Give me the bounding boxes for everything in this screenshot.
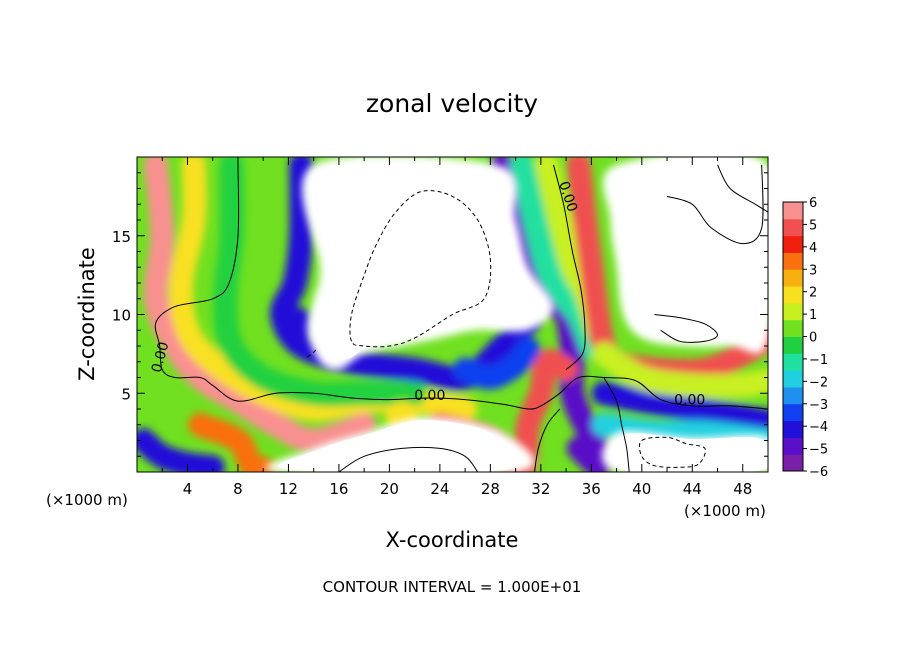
x-tick-label-36: 36 <box>582 480 601 498</box>
colorbar-swatch-6 <box>783 353 803 371</box>
chart-title: zonal velocity <box>366 89 538 118</box>
contour-dashed-2 <box>307 347 318 358</box>
x-tick-label-8: 8 <box>233 480 243 498</box>
x-tick-label-40: 40 <box>632 480 651 498</box>
x-tick-label-28: 28 <box>481 480 500 498</box>
x-tick-label-16: 16 <box>329 480 348 498</box>
contour-label-2: 0.00 <box>674 393 705 409</box>
colorbar-swatch-4 <box>783 386 803 405</box>
y-axis-ticks: 5 10 15 <box>112 172 768 457</box>
colorbar-label--2: −2 <box>809 375 828 390</box>
colorbar-swatch-9 <box>783 302 803 321</box>
x-axis-label: X-coordinate <box>386 528 519 552</box>
colorbar-swatch-13 <box>783 235 803 253</box>
contour-interval-footer: CONTOUR INTERVAL = 1.000E+01 <box>323 578 582 596</box>
field-band-core-14 <box>459 343 535 384</box>
contour-solid-5 <box>654 314 719 343</box>
colorbar: 6 5 4 3 2 1 0 −1 −2 −3 −4 −5 −6 <box>782 196 828 480</box>
colorbar-swatch-10 <box>783 286 803 304</box>
colorbar-label--4: −4 <box>809 420 828 435</box>
colorbar-label--5: −5 <box>809 443 828 458</box>
field-band-core-9 <box>597 387 768 428</box>
contour-solid-1 <box>553 164 586 370</box>
field-band-core-2 <box>219 158 421 401</box>
x-unit-label-secondary: (×1000 m) <box>684 502 766 520</box>
contour-solid-0 <box>154 164 768 410</box>
x-tick-label-44: 44 <box>683 480 702 498</box>
white-region-core-3 <box>278 419 521 472</box>
colorbar-swatch-12 <box>783 252 803 270</box>
field-band-core-15 <box>572 442 604 472</box>
contour-lines <box>154 164 768 472</box>
colorbar-swatch-1 <box>783 437 803 455</box>
contour-solid-7 <box>666 164 764 245</box>
colorbar-label-4: 4 <box>809 241 817 256</box>
colorbar-swatch-14 <box>783 218 803 237</box>
field-white-regions <box>265 157 768 472</box>
field-blob-1 <box>275 306 315 345</box>
x-tick-label-20: 20 <box>380 480 399 498</box>
colorbar-swatch-5 <box>783 370 803 388</box>
colorbar-label-2: 2 <box>809 286 817 301</box>
x-unit-label: (×1000 m) <box>46 491 128 509</box>
colorbar-label-3: 3 <box>809 263 817 278</box>
y-tick-label-10: 10 <box>112 307 131 325</box>
white-region-core-1 <box>612 159 768 344</box>
contour-solid-2 <box>603 377 630 472</box>
colorbar-swatch-3 <box>783 403 803 422</box>
colorbar-label--3: −3 <box>809 398 828 413</box>
contour-dashed-0 <box>349 190 492 348</box>
field-band-core-5 <box>515 158 598 352</box>
x-tick-label-24: 24 <box>430 480 449 498</box>
contour-dashed-1 <box>638 436 706 468</box>
colorbar-swatch-2 <box>783 420 803 438</box>
colorbar-swatch-0 <box>783 454 803 472</box>
colorbar-label-5: 5 <box>809 218 817 233</box>
colorbar-swatch-8 <box>783 319 803 337</box>
colorbar-label--6: −6 <box>809 465 828 480</box>
field-band-core-12 <box>137 434 219 472</box>
colorbar-label--1: −1 <box>809 353 828 368</box>
x-tick-label-12: 12 <box>279 480 298 498</box>
contour-solid-4 <box>338 446 479 472</box>
x-axis-ticks: 4 8 12 16 20 24 28 32 36 40 44 48 <box>161 157 752 498</box>
contour-label-0: 0.00 <box>149 340 173 374</box>
colorbar-label-6: 6 <box>809 196 817 211</box>
x-tick-label-4: 4 <box>183 480 193 498</box>
field-band-core-13 <box>194 418 270 472</box>
field-band-core-11 <box>597 347 768 393</box>
x-tick-label-32: 32 <box>531 480 550 498</box>
x-tick-label-48: 48 <box>733 480 752 498</box>
colorbar-swatch-7 <box>783 336 803 354</box>
contour-solid-3 <box>534 408 561 472</box>
colorbar-swatch-11 <box>783 269 803 287</box>
y-tick-label-15: 15 <box>112 228 131 246</box>
velocity-field <box>137 157 768 472</box>
white-region-core-0 <box>314 165 541 360</box>
y-axis-label: Z-coordinate <box>75 247 99 381</box>
contour-label-1: 0.00 <box>414 388 445 404</box>
colorbar-label-0: 0 <box>809 331 817 346</box>
white-region-core-2 <box>611 433 768 472</box>
colorbar-swatch-15 <box>783 202 803 220</box>
y-tick-label-5: 5 <box>121 385 131 403</box>
colorbar-label-1: 1 <box>809 308 817 323</box>
